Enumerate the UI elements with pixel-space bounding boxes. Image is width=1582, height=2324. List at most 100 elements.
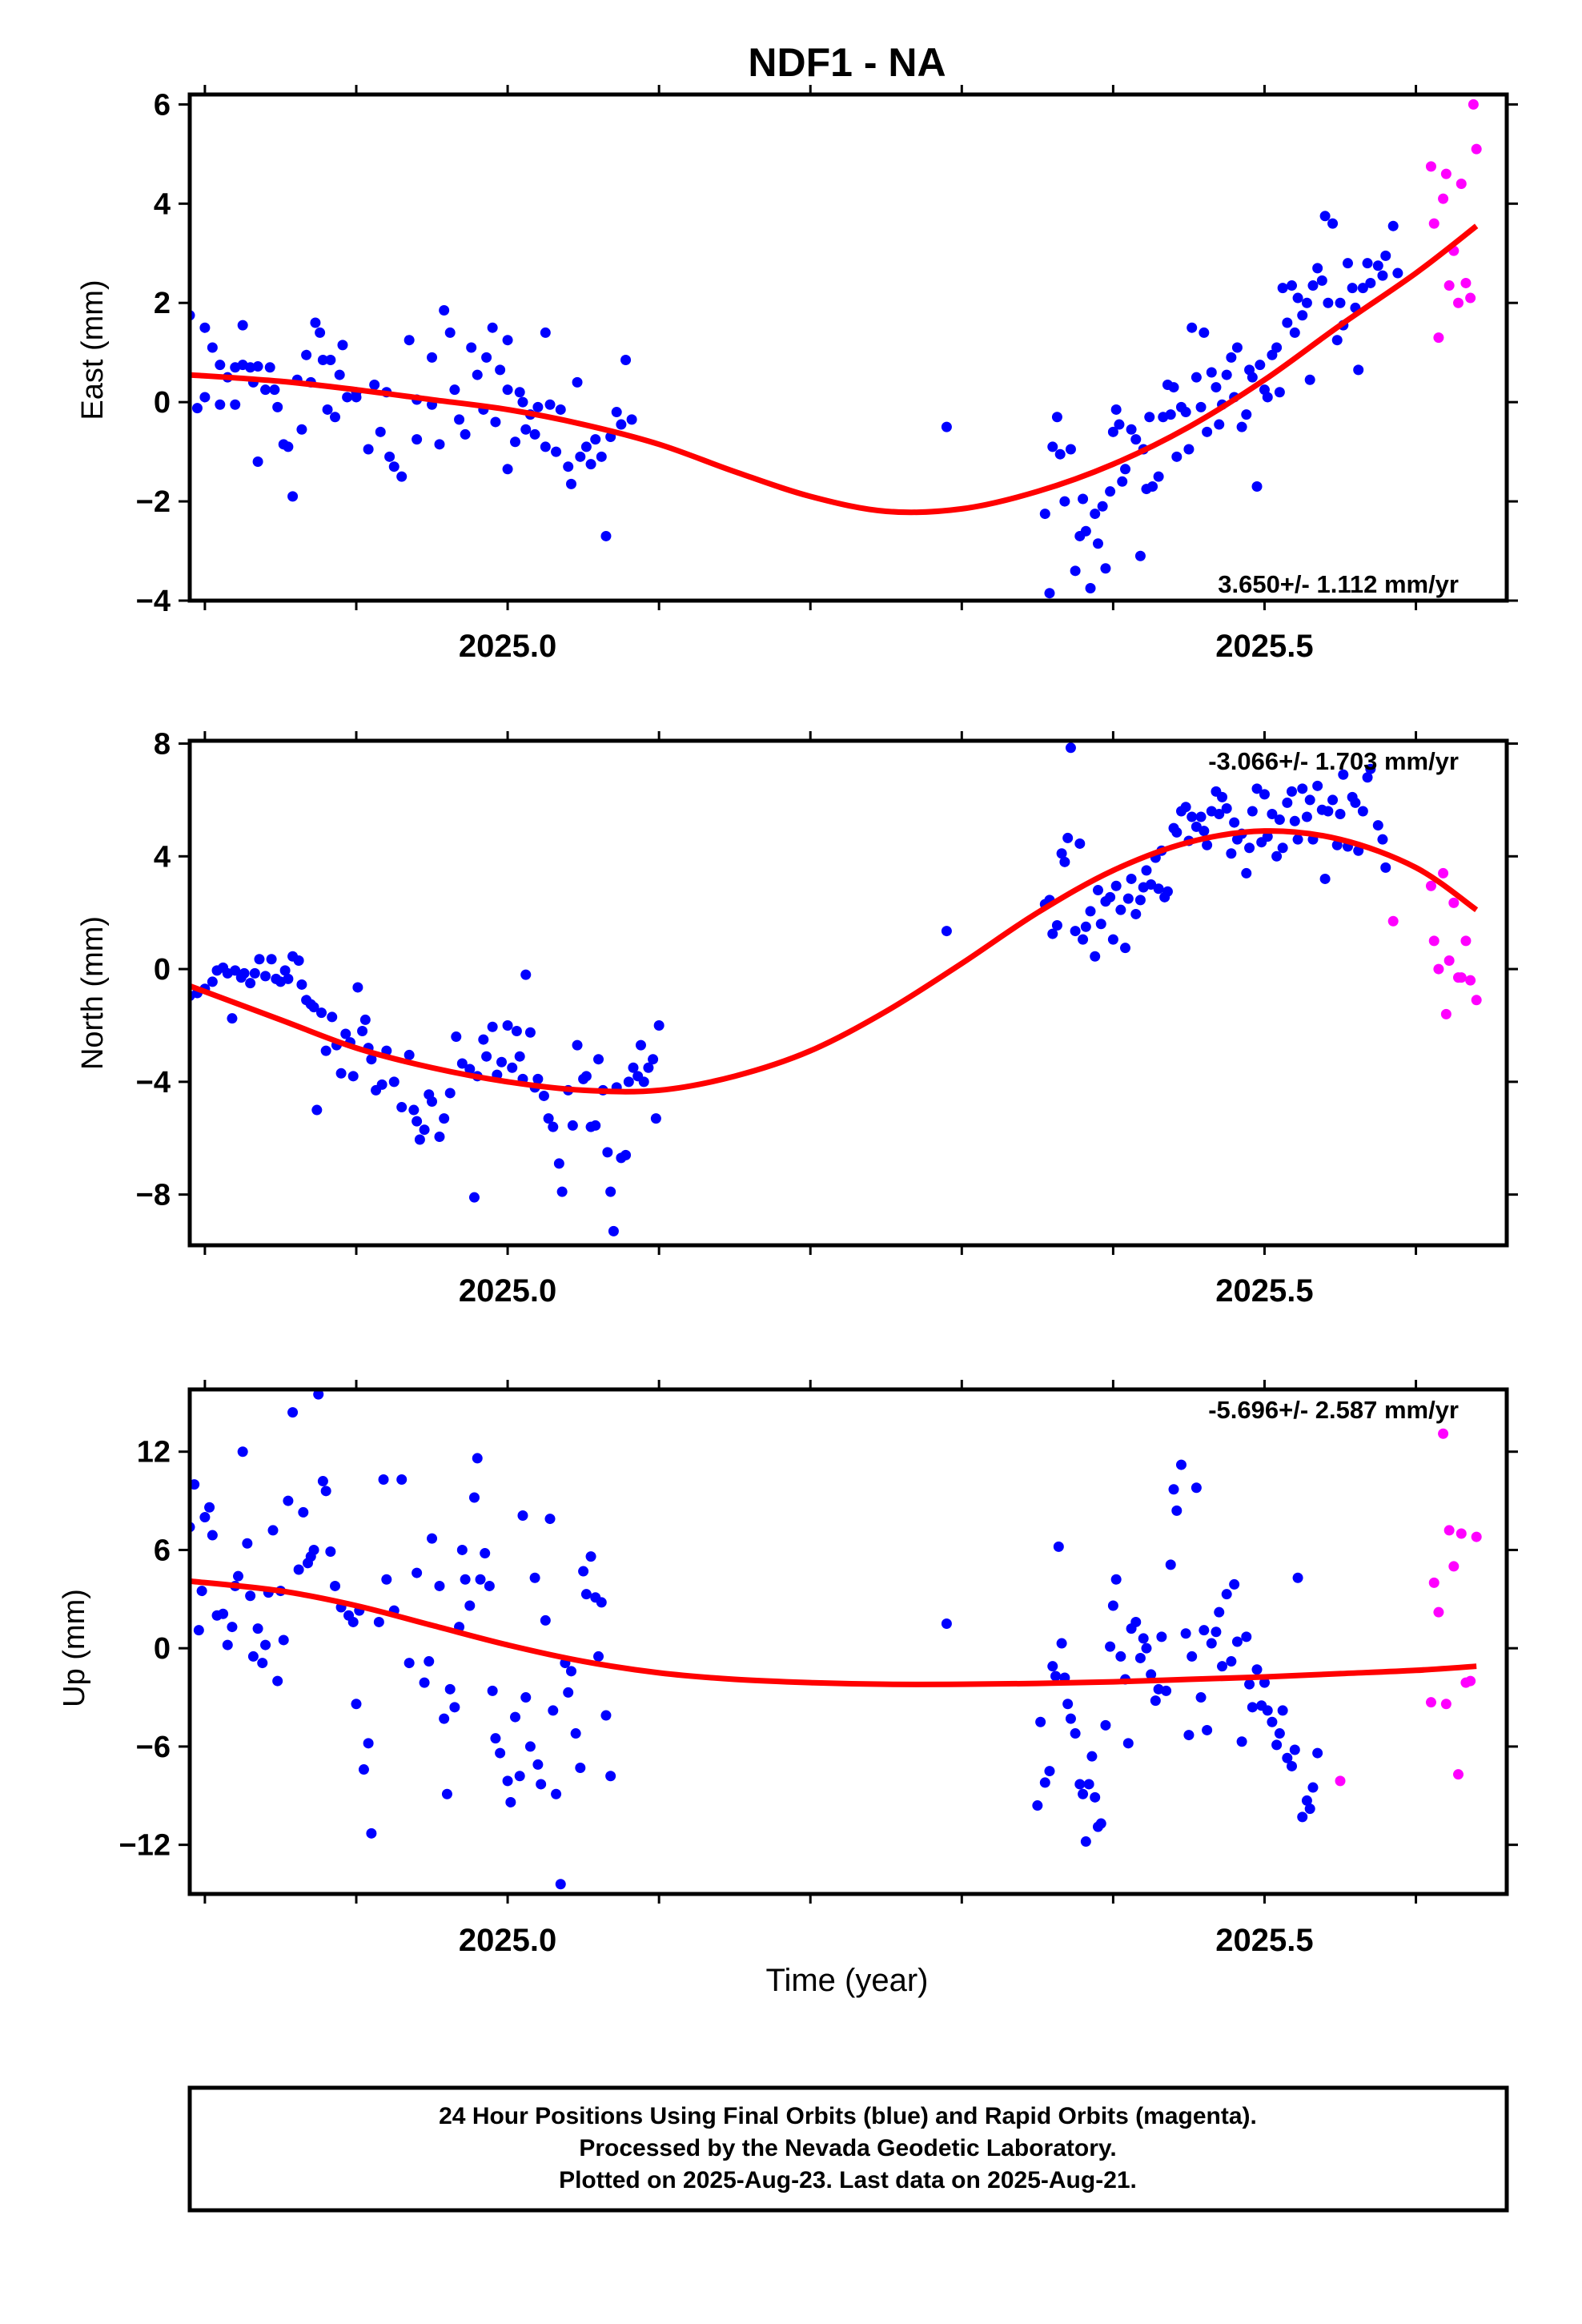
final-orbit-point [272,1675,283,1687]
final-orbit-point [600,530,612,541]
final-orbit-point [239,967,250,979]
final-orbit-point [464,1063,476,1075]
x-tick-label: 2025.5 [1215,629,1313,664]
final-orbit-point [1059,496,1070,507]
final-orbit-point [1080,921,1091,932]
final-orbit-point [317,1476,328,1487]
final-orbit-point [337,340,348,351]
plot-area [190,99,1482,599]
final-orbit-point [472,369,483,380]
final-orbit-point [199,1512,211,1523]
y-tick-label: 4 [154,187,171,221]
final-orbit-point [596,1597,607,1608]
final-orbit-point [1277,283,1288,294]
final-orbit-point [456,1544,468,1555]
final-orbit-point [551,446,562,457]
final-orbit-point [301,349,312,360]
final-orbit-point [1171,451,1182,462]
final-orbit-point [254,954,265,965]
final-orbit-point [378,1474,389,1485]
final-orbit-point [1180,1628,1191,1639]
final-orbit-point [316,1007,327,1019]
final-orbit-point [427,1533,438,1544]
plot-frame [187,92,1509,603]
final-orbit-point [1047,1661,1058,1672]
final-orbit-point [532,1073,544,1084]
final-orbit-point [1053,1541,1064,1552]
rapid-orbit-point [1440,1008,1452,1019]
final-orbit-point [575,1763,586,1773]
final-orbit-point [563,1687,574,1698]
final-orbit-point [1274,814,1285,826]
final-orbit-point [1122,1738,1134,1749]
final-orbit-point [1090,509,1101,520]
final-orbit-point [373,1616,384,1627]
final-orbit-point [941,1618,952,1629]
final-orbit-point [325,354,336,365]
final-orbit-point [439,1113,450,1124]
final-orbit-point [472,1453,483,1464]
rapid-orbit-point [1456,179,1467,190]
final-orbit-point [605,1186,616,1197]
final-orbit-point [1186,322,1198,333]
final-orbit-point [626,414,637,425]
final-orbit-point [1377,270,1388,281]
final-orbit-point [283,441,294,452]
rapid-orbit-point [1428,935,1439,947]
final-orbit-point [1323,806,1334,817]
final-orbit-point [544,399,556,410]
final-orbit-point [524,1741,536,1752]
final-orbit-point [1078,934,1089,945]
final-orbit-point [1070,926,1081,937]
x-tick-label: 2025.5 [1215,1923,1313,1958]
final-orbit-point [396,1102,408,1113]
rapid-orbit-point [1456,972,1467,983]
final-orbit-point [1092,885,1103,896]
final-orbit-point [529,428,540,440]
final-orbit-point [1319,873,1331,884]
final-orbit-point [1221,369,1232,380]
final-orbit-point [230,965,241,976]
final-orbit-point [384,451,396,462]
final-orbit-point [1130,908,1142,919]
final-orbit-point [578,1566,589,1577]
final-orbit-point [548,1705,559,1716]
rapid-orbit-point [1452,1769,1464,1780]
fit-curve [190,828,1479,1095]
final-orbit-point [1120,943,1131,954]
final-orbit-point [1074,838,1086,849]
final-orbit-point [327,1011,338,1023]
final-orbit-point [1090,1791,1101,1803]
final-orbit-point [643,1062,654,1073]
final-orbit-point [190,1479,200,1490]
rate-label: 3.650+/- 1.112 mm/yr [1218,570,1459,598]
y-tick-label: −12 [119,1829,171,1863]
final-orbit-point [520,969,532,980]
final-orbit-point [334,369,345,380]
final-orbit-point [1065,444,1076,455]
final-orbit-point [257,1658,268,1669]
final-orbit-point [427,1096,438,1108]
final-orbit-point [267,1525,279,1536]
final-orbit-point [510,436,521,448]
final-orbit-point [260,1639,271,1651]
final-orbit-point [1236,421,1247,432]
final-orbit-point [1312,1747,1323,1759]
final-orbit-point [266,954,277,965]
final-orbit-point [1350,797,1361,808]
final-orbit-point [1271,1739,1283,1751]
final-orbit-point [1392,267,1403,279]
final-orbit-point [1362,258,1373,269]
final-orbit-point [1231,342,1243,353]
final-orbit-point [593,1054,604,1065]
final-orbit-point [444,327,456,338]
final-orbit-point [1259,789,1270,800]
final-orbit-point [605,1771,616,1782]
final-orbit-point [272,401,283,412]
final-orbit-point [1287,786,1298,797]
final-orbit-point [520,1692,532,1703]
final-orbit-point [1074,1779,1086,1790]
final-orbit-point [1110,880,1122,891]
final-orbit-point [1202,426,1213,437]
final-orbit-point [207,976,218,987]
